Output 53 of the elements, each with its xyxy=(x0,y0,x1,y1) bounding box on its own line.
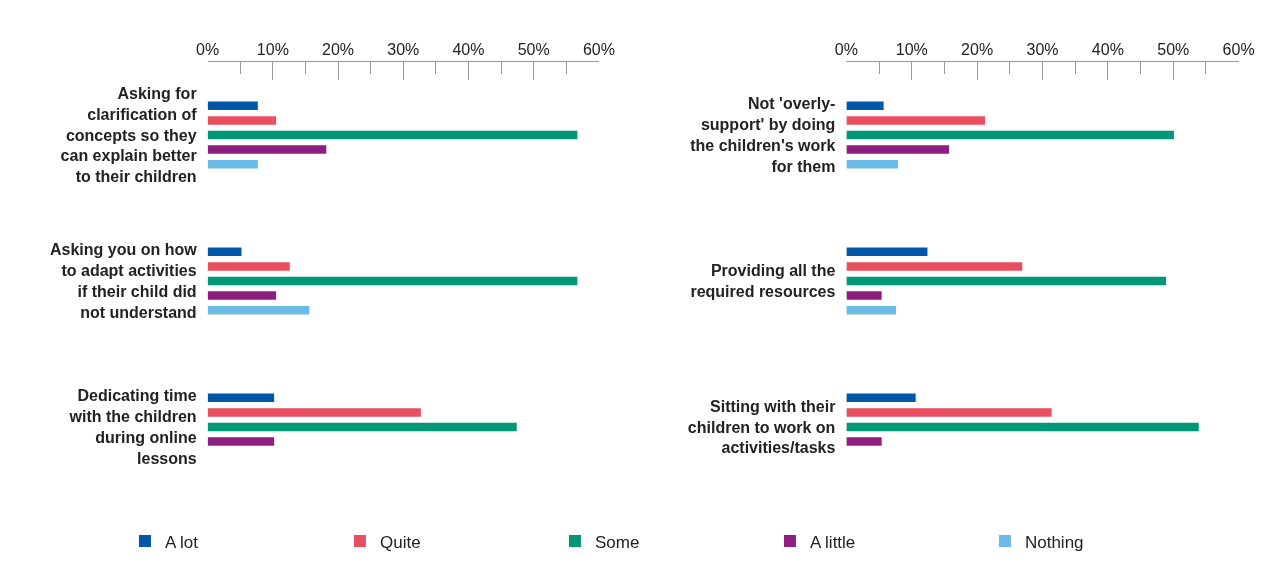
bar xyxy=(846,291,882,300)
bar xyxy=(846,116,985,125)
legend-label: A little xyxy=(809,532,856,552)
bar xyxy=(846,422,1199,432)
x-tick-label: 20% xyxy=(961,40,994,58)
bar xyxy=(207,437,275,446)
y-tick-label: Asking you on how to adapt activities if their child did not understand xyxy=(49,241,198,321)
bar xyxy=(846,130,1174,140)
bar xyxy=(846,101,884,111)
bar xyxy=(207,116,277,125)
bar xyxy=(207,262,290,271)
y-tick-label: Sitting with their children to work on activities/tasks xyxy=(687,397,836,457)
bar xyxy=(207,145,327,154)
bar xyxy=(846,393,916,403)
x-tick-label: 20% xyxy=(322,40,355,58)
x-tick-label: 60% xyxy=(1222,40,1255,58)
bar xyxy=(207,393,275,403)
bar xyxy=(846,262,1023,271)
x-tick-label: 10% xyxy=(895,40,928,58)
x-tick-label: 30% xyxy=(1026,40,1059,58)
legend-label: Quite xyxy=(379,532,421,552)
y-tick-label: Providing all the required resources xyxy=(690,262,836,300)
y-tick-label: Asking for clarification of concepts so they can explain better to their children xyxy=(60,85,198,186)
x-tick-label: 50% xyxy=(517,40,550,58)
x-tick-label: 40% xyxy=(452,40,485,58)
bar xyxy=(207,159,258,169)
bar xyxy=(846,159,899,169)
x-tick-label: 0% xyxy=(196,40,220,58)
bar xyxy=(846,305,897,315)
x-tick-label: 50% xyxy=(1157,40,1190,58)
bar xyxy=(207,130,578,140)
x-tick-label: 10% xyxy=(256,40,289,58)
bar xyxy=(207,408,421,417)
x-tick-label: 0% xyxy=(834,40,858,58)
legend-label: A lot xyxy=(164,532,199,552)
bar xyxy=(846,437,882,446)
bar xyxy=(207,422,517,432)
x-tick-label: 40% xyxy=(1091,40,1124,58)
bar xyxy=(207,247,242,257)
bar xyxy=(846,247,928,257)
legend-label: Some xyxy=(594,532,640,552)
bar xyxy=(207,305,310,315)
bar xyxy=(846,145,950,154)
x-tick-label: 30% xyxy=(387,40,420,58)
bar xyxy=(846,276,1167,286)
bar xyxy=(846,408,1052,417)
y-tick-label: Not 'overly-support' by doing the children's work for them xyxy=(690,95,836,175)
y-tick-label: Dedicating time with the children during online lessons xyxy=(68,387,197,467)
bar xyxy=(207,291,277,300)
bar xyxy=(207,101,258,111)
bar xyxy=(207,276,578,286)
legend-label: Nothing xyxy=(1024,532,1084,552)
x-tick-label: 60% xyxy=(582,40,615,58)
